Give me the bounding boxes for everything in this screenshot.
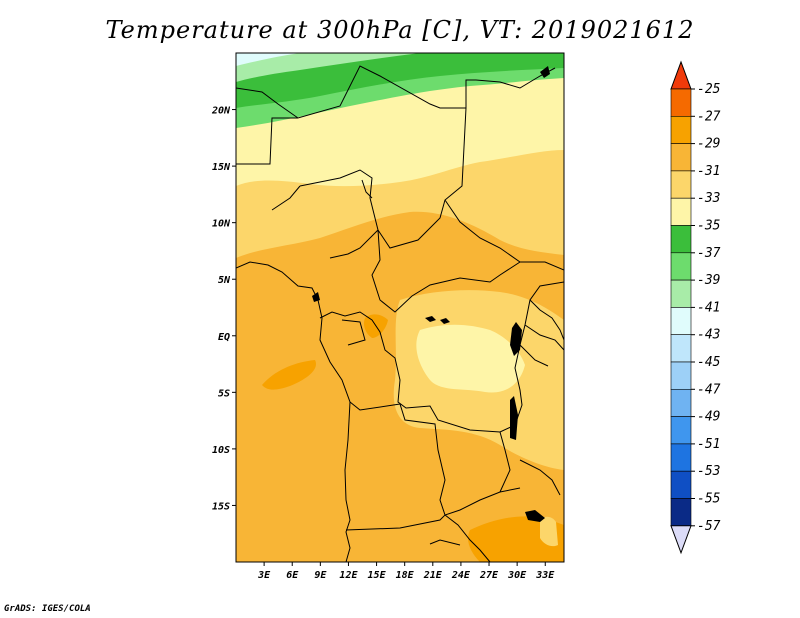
colorbar-label: -29 (697, 137, 720, 152)
colorbar-label: -37 (697, 246, 721, 261)
colorbar-label: -47 (697, 382, 721, 397)
lat-tick-label: 15N (212, 162, 231, 173)
colorbar-swatch (670, 388, 692, 417)
colorbar-bottom-triangle (670, 525, 692, 555)
colorbar-label: -41 (697, 300, 720, 315)
lon-tick-label: 21E (423, 570, 443, 581)
colorbar-swatch (670, 143, 692, 172)
field-33-31-southeast (540, 516, 558, 547)
lon-tick-label: 3E (257, 570, 271, 581)
lon-tick-label: 30E (507, 570, 527, 581)
field-29-27-west (262, 360, 316, 390)
lat-tick-label: 5N (218, 275, 231, 286)
colorbar-label: -55 (697, 492, 721, 507)
colorbar-swatch (670, 361, 692, 390)
temperature-field (236, 53, 564, 562)
colorbar-swatch (670, 443, 692, 472)
colorbar-swatch (670, 197, 692, 226)
colorbar-swatch (670, 470, 692, 499)
colorbar-label: -51 (697, 437, 720, 452)
colorbar-label: -53 (697, 464, 720, 479)
lat-tick-label: 10N (212, 219, 231, 230)
lat-tick-label: 10S (212, 445, 230, 456)
colorbar-label: -43 (697, 328, 720, 343)
chart-title: Temperature at 300hPa [C], VT: 201902161… (105, 16, 695, 44)
colorbar-swatch (670, 225, 692, 254)
colorbar-label: -35 (697, 219, 721, 234)
field-43-41 (236, 53, 300, 66)
colorbar-label: -33 (697, 191, 720, 206)
colorbar: -25 -27 -29 -31 -33 -35 -37 -39 -41 -43 -45 -47 -49 -… (670, 60, 721, 555)
colorbar-label: -57 (697, 519, 721, 534)
colorbar-swatch (670, 498, 692, 527)
colorbar-label: -49 (697, 410, 720, 425)
lakes (312, 66, 550, 522)
colorbar-label: -45 (697, 355, 721, 370)
colorbar-label: -31 (697, 164, 720, 179)
colorbar-swatch (670, 307, 692, 335)
field-35-33-central (416, 324, 525, 393)
colorbar-label: -27 (697, 109, 721, 124)
lat-tick-label: EQ (218, 332, 230, 343)
lat-tick-label: 20N (211, 106, 231, 117)
colorbar-swatch (670, 88, 692, 117)
latitude-axis: 20N 15N 10N 5N EQ 5S 10S 15S (211, 106, 236, 512)
colorbar-swatch (670, 116, 692, 144)
lon-tick-label: 24E (451, 570, 471, 581)
colorbar-label: -39 (697, 273, 720, 288)
country-borders (236, 65, 564, 562)
lon-tick-label: 6E (286, 570, 299, 581)
lat-tick-label: 15S (212, 501, 230, 512)
lon-tick-label: 9E (314, 570, 327, 581)
colorbar-swatch (670, 252, 692, 281)
credit-text: GrADS: IGES/COLA (4, 604, 91, 614)
colorbar-swatch (670, 334, 692, 363)
lon-tick-label: 33E (535, 570, 555, 581)
lon-tick-label: 27E (479, 570, 499, 581)
colorbar-swatch (670, 170, 692, 199)
map-frame (235, 52, 565, 563)
colorbar-swatch (670, 279, 692, 308)
colorbar-top-triangle (670, 60, 692, 90)
field-41-39 (236, 53, 420, 82)
lat-tick-label: 5S (218, 388, 230, 399)
colorbar-swatch (670, 416, 692, 445)
lon-tick-label: 12E (339, 570, 358, 581)
colorbar-label: -25 (697, 82, 721, 97)
lon-tick-label: 15E (368, 570, 387, 581)
longitude-axis: 3E 6E 9E 12E 15E 18E 21E 24E 27E 30E 33E (257, 562, 555, 581)
lon-tick-label: 18E (396, 570, 415, 581)
